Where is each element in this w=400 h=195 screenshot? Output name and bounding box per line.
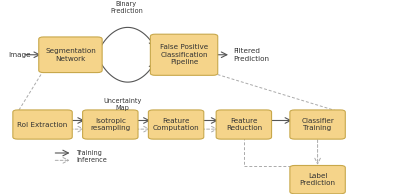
- Text: Classifier
Training: Classifier Training: [301, 118, 334, 131]
- FancyBboxPatch shape: [290, 166, 345, 194]
- Text: Feature
Computation: Feature Computation: [153, 118, 199, 131]
- FancyBboxPatch shape: [13, 110, 72, 139]
- FancyBboxPatch shape: [39, 37, 102, 73]
- Text: Label
Prediction: Label Prediction: [300, 173, 336, 186]
- Text: Segmentation
Network: Segmentation Network: [45, 48, 96, 61]
- FancyBboxPatch shape: [216, 110, 272, 139]
- FancyBboxPatch shape: [150, 34, 218, 75]
- Text: Uncertainty
Map: Uncertainty Map: [103, 98, 142, 111]
- FancyBboxPatch shape: [83, 110, 138, 139]
- Text: Training: Training: [76, 150, 102, 156]
- Text: Feature
Reduction: Feature Reduction: [226, 118, 262, 131]
- FancyBboxPatch shape: [148, 110, 204, 139]
- Text: False Positive
Classification
Pipeline: False Positive Classification Pipeline: [160, 44, 208, 65]
- Text: RoI Extraction: RoI Extraction: [18, 121, 68, 128]
- Text: Isotropic
resampling: Isotropic resampling: [90, 118, 130, 131]
- Text: Binary
Prediction: Binary Prediction: [110, 1, 143, 14]
- FancyBboxPatch shape: [290, 110, 345, 139]
- Text: Image: Image: [8, 52, 30, 58]
- Text: Inference: Inference: [76, 157, 107, 163]
- Text: Filtered
Prediction: Filtered Prediction: [233, 48, 269, 61]
